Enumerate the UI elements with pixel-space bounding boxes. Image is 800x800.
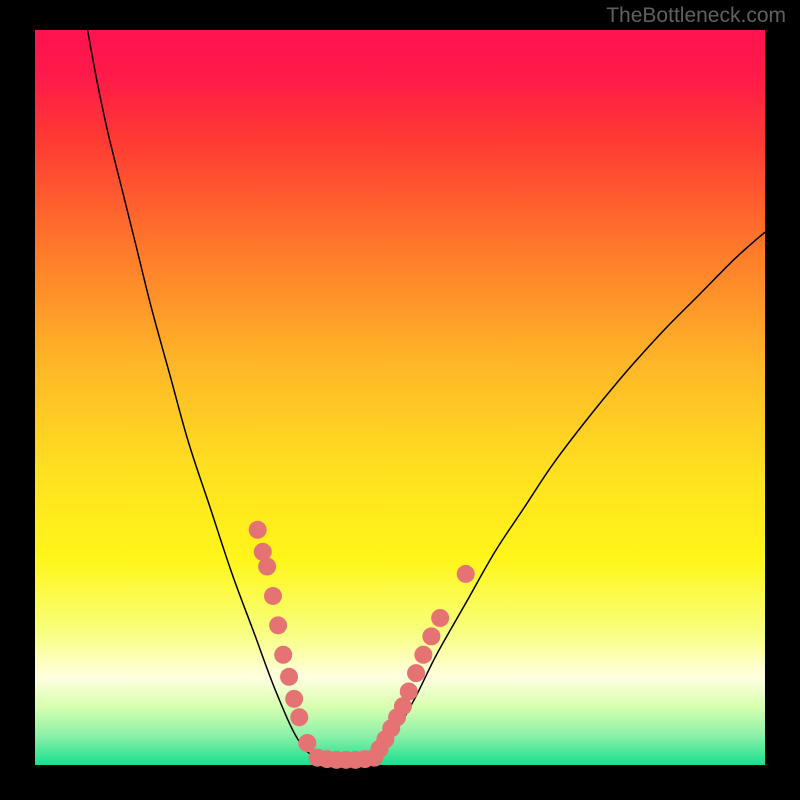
data-marker xyxy=(280,668,298,686)
data-marker xyxy=(431,609,449,627)
data-marker xyxy=(414,646,432,664)
data-marker xyxy=(274,646,292,664)
chart-svg xyxy=(0,0,800,800)
chart-root: TheBottleneck.com xyxy=(0,0,800,800)
data-marker xyxy=(264,587,282,605)
data-marker xyxy=(290,708,308,726)
data-marker xyxy=(298,734,316,752)
data-marker xyxy=(400,683,418,701)
data-marker xyxy=(422,627,440,645)
data-marker xyxy=(407,664,425,682)
data-marker xyxy=(258,558,276,576)
data-marker xyxy=(457,565,475,583)
data-marker xyxy=(249,521,267,539)
data-marker xyxy=(269,616,287,634)
watermark-text: TheBottleneck.com xyxy=(606,4,786,28)
plot-background xyxy=(35,30,765,765)
data-marker xyxy=(285,690,303,708)
